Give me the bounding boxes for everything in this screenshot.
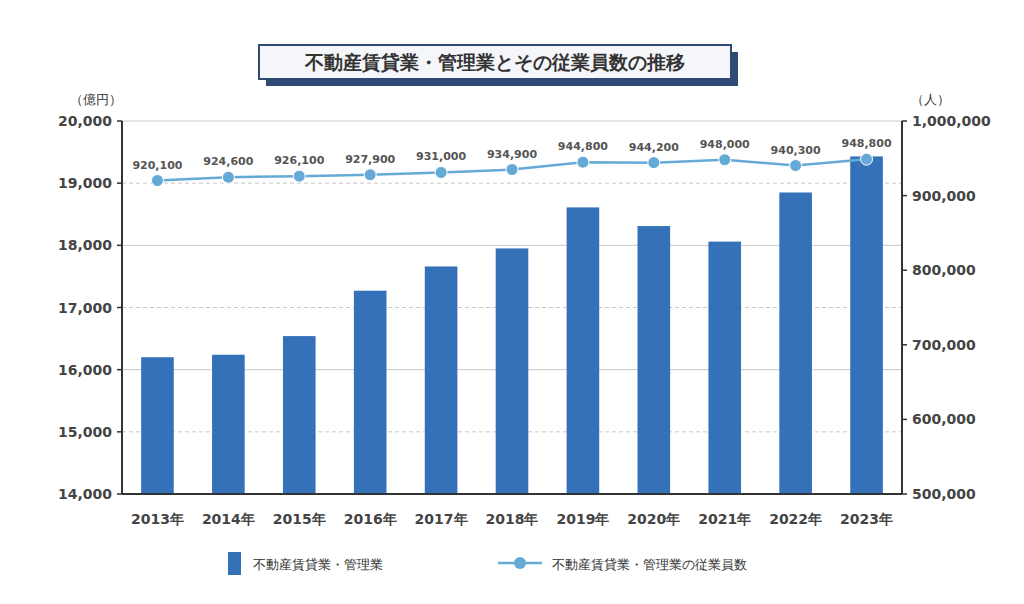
- y2-tick-label: 500,000: [912, 486, 976, 502]
- y2-tick-label: 800,000: [912, 262, 976, 278]
- data-label: 934,900: [487, 148, 537, 161]
- data-label: 944,800: [558, 140, 608, 153]
- x-tick-label: 2020年: [627, 511, 680, 527]
- y-tick-label: 17,000: [58, 300, 112, 316]
- data-label: 926,100: [274, 154, 324, 167]
- y2-axis: [901, 121, 903, 494]
- legend-swatch: [514, 557, 526, 569]
- y-axis-label: （億円）: [70, 92, 122, 107]
- bar: [779, 192, 812, 494]
- bar: [850, 156, 883, 494]
- x-tick-label: 2022年: [769, 511, 822, 527]
- x-tick-label: 2023年: [840, 511, 893, 527]
- y2-tick-label: 600,000: [912, 411, 976, 427]
- title-shadow: [266, 52, 738, 86]
- y2-axis-label: （人）: [911, 92, 950, 107]
- marker: [506, 164, 518, 176]
- y-tick-label: 19,000: [58, 175, 112, 191]
- y-tick-label: 18,000: [58, 237, 112, 253]
- x-tick-label: 2017年: [415, 511, 468, 527]
- y2-tick-label: 900,000: [912, 188, 976, 204]
- marker: [790, 160, 802, 172]
- bar: [141, 357, 174, 494]
- x-tick-label: 2013年: [131, 511, 184, 527]
- y-tick-label: 16,000: [58, 362, 112, 378]
- data-label: 920,100: [132, 159, 182, 172]
- y2-tick-label: 1,000,000: [912, 113, 991, 129]
- data-label: 940,300: [771, 144, 821, 157]
- marker: [151, 175, 163, 187]
- title: 不動産賃貸業・管理業とその従業員数の推移: [304, 51, 685, 73]
- data-label: 948,800: [841, 137, 891, 150]
- x-tick-label: 2018年: [486, 511, 539, 527]
- bar: [496, 248, 529, 494]
- data-label: 924,600: [203, 155, 253, 168]
- marker: [861, 153, 873, 165]
- bar: [567, 207, 600, 494]
- bar: [283, 336, 316, 494]
- marker: [719, 154, 731, 166]
- title-box: 不動産賃貸業・管理業とその従業員数の推移: [259, 45, 738, 86]
- x-tick-label: 2015年: [273, 511, 326, 527]
- bar: [212, 355, 245, 494]
- title-frame: [259, 45, 731, 79]
- legend: 不動産賃貸業・管理業 不動産賃貸業・管理業の従業員数: [228, 552, 747, 575]
- data-label: 931,000: [416, 150, 466, 163]
- x-axis: [122, 493, 902, 495]
- bar: [638, 226, 671, 494]
- legend-label: 不動産賃貸業・管理業: [253, 557, 383, 572]
- grid-line: [122, 121, 902, 122]
- data-labels: 920,100 924,600 926,100 927,900 931,000 934,9…: [132, 137, 892, 171]
- y-axis: [121, 121, 123, 494]
- chart: 不動産賃貸業・管理業とその従業員数の推移 （億円） （人） 14,000 15,000 1…: [0, 0, 1024, 604]
- data-label: 948,000: [700, 138, 750, 151]
- bar: [354, 291, 387, 494]
- marker: [293, 170, 305, 182]
- legend-label: 不動産賃貸業・管理業の従業員数: [552, 557, 747, 572]
- x-tick-label: 2016年: [344, 511, 397, 527]
- legend-swatch: [228, 552, 241, 575]
- line: [157, 159, 866, 180]
- y-tick-label: 14,000: [58, 486, 112, 502]
- y-tick-label: 15,000: [58, 424, 112, 440]
- plot-area: [141, 153, 883, 494]
- marker: [577, 156, 589, 168]
- x-tick-label: 2021年: [698, 511, 751, 527]
- data-label: 927,900: [345, 153, 395, 166]
- x-tick-label: 2014年: [202, 511, 255, 527]
- x-tick-label: 2019年: [556, 511, 609, 527]
- marker: [364, 169, 376, 181]
- marker: [648, 157, 660, 169]
- bar: [425, 266, 458, 494]
- grid-line: [122, 183, 902, 184]
- marker: [435, 166, 447, 178]
- grid-line: [122, 494, 902, 495]
- marker: [222, 171, 234, 183]
- data-label: 944,200: [629, 141, 679, 154]
- y-tick-label: 20,000: [58, 113, 112, 129]
- bar: [708, 242, 741, 494]
- y2-tick-label: 700,000: [912, 337, 976, 353]
